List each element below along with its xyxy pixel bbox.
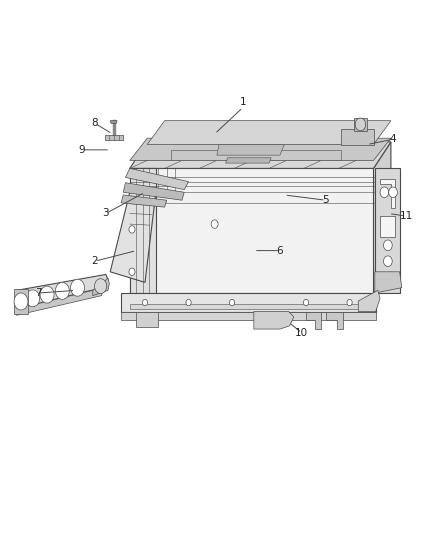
Circle shape	[384, 240, 392, 251]
Polygon shape	[254, 312, 294, 329]
Polygon shape	[17, 274, 108, 309]
Circle shape	[230, 300, 235, 306]
Text: 8: 8	[92, 118, 98, 128]
Polygon shape	[380, 216, 395, 237]
Circle shape	[129, 225, 135, 233]
Circle shape	[14, 293, 28, 310]
Polygon shape	[110, 192, 156, 282]
Circle shape	[95, 279, 107, 294]
Polygon shape	[375, 168, 399, 293]
Circle shape	[186, 300, 191, 306]
Polygon shape	[130, 168, 156, 293]
Text: 3: 3	[102, 208, 109, 219]
Polygon shape	[358, 290, 380, 312]
Circle shape	[347, 300, 352, 306]
Circle shape	[142, 300, 148, 306]
Polygon shape	[17, 288, 104, 316]
Circle shape	[129, 268, 135, 276]
Polygon shape	[123, 183, 184, 200]
Polygon shape	[121, 195, 167, 207]
Polygon shape	[136, 312, 158, 327]
Polygon shape	[325, 312, 343, 329]
Circle shape	[355, 118, 366, 131]
Polygon shape	[375, 272, 402, 293]
Polygon shape	[93, 278, 110, 296]
Polygon shape	[147, 120, 391, 144]
Circle shape	[26, 290, 40, 307]
Polygon shape	[130, 138, 391, 160]
Text: 5: 5	[322, 195, 329, 205]
Text: 7: 7	[35, 288, 42, 298]
Circle shape	[71, 279, 85, 296]
Polygon shape	[130, 304, 374, 309]
Polygon shape	[306, 312, 321, 329]
Text: 1: 1	[240, 97, 246, 107]
Polygon shape	[354, 118, 367, 131]
Polygon shape	[110, 120, 117, 123]
Circle shape	[211, 220, 218, 228]
Polygon shape	[130, 142, 391, 168]
Circle shape	[384, 256, 392, 266]
Text: 11: 11	[399, 211, 413, 221]
Circle shape	[389, 187, 397, 198]
Text: 9: 9	[78, 145, 85, 155]
Text: 6: 6	[277, 246, 283, 256]
Polygon shape	[105, 135, 123, 140]
Polygon shape	[171, 150, 341, 160]
Polygon shape	[217, 144, 284, 155]
Circle shape	[380, 187, 389, 198]
Polygon shape	[226, 158, 271, 163]
Polygon shape	[121, 293, 376, 312]
Polygon shape	[374, 142, 391, 293]
Polygon shape	[125, 168, 188, 190]
Polygon shape	[341, 128, 374, 144]
Polygon shape	[380, 179, 395, 208]
Text: 2: 2	[92, 256, 98, 266]
Circle shape	[55, 282, 69, 300]
Polygon shape	[14, 289, 28, 314]
Text: 10: 10	[295, 328, 308, 338]
Polygon shape	[130, 168, 374, 293]
Text: 4: 4	[390, 134, 396, 144]
Circle shape	[304, 300, 309, 306]
Circle shape	[40, 286, 54, 303]
Polygon shape	[121, 312, 376, 319]
